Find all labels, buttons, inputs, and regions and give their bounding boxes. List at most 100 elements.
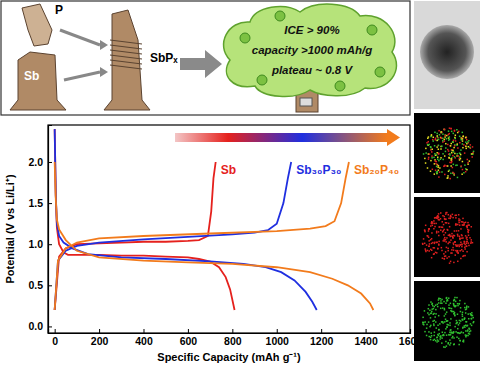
eds-dot (448, 297, 450, 299)
eds-dot (430, 149, 432, 151)
tem-image (414, 1, 480, 109)
eds-dot (459, 340, 461, 342)
eds-dot (467, 159, 469, 161)
eds-dot (456, 164, 458, 166)
eds-dot (466, 227, 468, 229)
eds-dot (441, 131, 443, 133)
eds-dot (432, 305, 434, 307)
eds-dot (452, 237, 454, 239)
eds-dot (443, 258, 445, 260)
eds-dot (438, 298, 440, 300)
eds-dot (452, 173, 454, 175)
eds-dot (468, 142, 470, 144)
x-tick: 600 (180, 329, 198, 347)
eds-dot (463, 255, 465, 257)
eds-dot (448, 214, 450, 216)
eds-dot (453, 305, 455, 307)
eds-dot (428, 331, 430, 333)
eds-dot (453, 262, 455, 264)
x-tick-mark (277, 329, 278, 333)
eds-dot (435, 223, 437, 225)
eds-dot (451, 311, 453, 313)
eds-dot (454, 312, 456, 314)
eds-dot (445, 313, 447, 315)
eds-dot (428, 230, 430, 232)
eds-dot (434, 247, 436, 249)
eds-dot (436, 231, 438, 233)
eds-dot (467, 163, 469, 165)
eds-dot (466, 226, 468, 228)
eds-dot (458, 338, 460, 340)
eds-dot (468, 242, 470, 244)
eds-dot (462, 218, 464, 220)
eds-dot (436, 166, 438, 168)
curve (55, 129, 317, 310)
eds-dot (443, 238, 445, 240)
arrow-head (100, 67, 108, 77)
x-tick: 200 (91, 329, 109, 347)
eds-dot (455, 250, 457, 252)
x-tick: 1400 (354, 329, 378, 347)
eds-dot (444, 129, 446, 131)
eds-dot (448, 134, 450, 136)
eds-dot (447, 243, 449, 245)
eds-dot (460, 165, 462, 167)
eds-dot (431, 312, 433, 314)
eds-dot (455, 134, 457, 136)
eds-dot (461, 235, 463, 237)
eds-dot (437, 171, 439, 173)
eds-dot (450, 332, 452, 334)
eds-dot (469, 237, 471, 239)
eds-dot (435, 321, 437, 323)
eds-dot (437, 248, 439, 250)
eds-dot (471, 314, 473, 316)
eds-dot (443, 128, 445, 130)
eds-dot (448, 157, 450, 159)
x-tick-label: 0 (52, 335, 58, 347)
eds-dot (451, 308, 453, 310)
eds-dot (465, 309, 467, 311)
eds-dot (443, 334, 445, 336)
eds-dot (456, 336, 458, 338)
eds-dot (434, 159, 436, 161)
eds-dot (436, 152, 438, 154)
eds-dot (433, 308, 435, 310)
eds-dot (434, 320, 436, 322)
eds-dot (431, 135, 433, 137)
images (414, 1, 480, 361)
eds-dot (459, 159, 461, 161)
y-tick-mark (48, 203, 52, 204)
eds-dot (441, 321, 443, 323)
eds-dot (448, 150, 450, 152)
y-tick-mark (48, 162, 52, 163)
eds-dot (445, 232, 447, 234)
eds-dot (457, 245, 459, 247)
wrap (110, 65, 142, 69)
eds-dot (445, 341, 447, 343)
eds-dot (454, 235, 456, 237)
eds-dot (446, 297, 448, 299)
eds-dot (426, 142, 428, 144)
eds-dot (457, 252, 459, 254)
eds-dot (433, 325, 435, 327)
eds-dot (448, 256, 450, 257)
eds-dot (458, 252, 460, 254)
eds-dot (431, 304, 433, 306)
eds-dot (428, 136, 430, 138)
eds-dot (433, 220, 435, 222)
eds-dot (462, 314, 464, 316)
eds-dot (460, 242, 462, 244)
y-tick-label: 2.0 (28, 156, 43, 168)
eds-dot (435, 154, 437, 156)
eds-dot (450, 342, 452, 344)
eds-dot (461, 249, 463, 251)
eds-dot (469, 160, 471, 162)
apple (335, 81, 345, 91)
eds-dot (451, 152, 453, 154)
x-tick-mark (55, 329, 56, 333)
y-tick: 0.0 (28, 320, 52, 332)
eds-dot (461, 319, 463, 321)
eds-dot (438, 315, 440, 317)
eds-dot (448, 304, 450, 306)
eds-dot (446, 334, 448, 336)
